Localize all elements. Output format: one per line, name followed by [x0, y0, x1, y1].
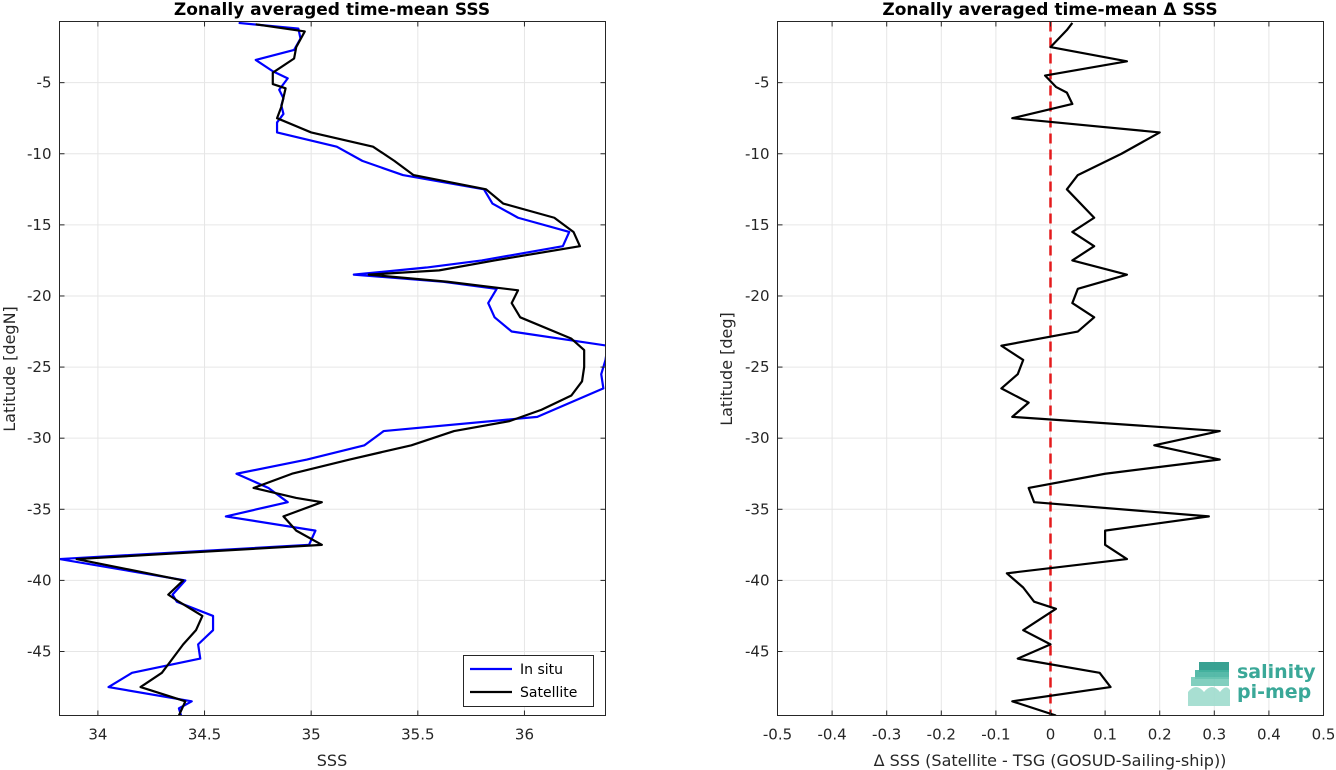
right-x-axis-label: Δ SSS (Satellite - TSG (GOSUD-Sailing-sh…	[874, 751, 1227, 770]
y-tick-label: -40	[745, 571, 770, 589]
x-tick-label: -0.1	[981, 726, 1010, 744]
x-tick-label: -0.2	[927, 726, 956, 744]
logo-line-2: pi-mep	[1237, 681, 1311, 703]
x-tick-label: 36	[515, 726, 534, 744]
x-tick-label: 0.2	[1148, 726, 1172, 744]
y-tick-label: -20	[745, 287, 770, 305]
logo-line-1: salinity	[1237, 661, 1316, 683]
x-tick-label: 0.5	[1312, 726, 1336, 744]
x-tick-label: 0.3	[1202, 726, 1226, 744]
left-chart: Zonally averaged time-mean SSS 34 34.5 35 3…	[0, 0, 606, 770]
y-tick-label: -5	[37, 74, 52, 92]
x-tick-label: -0.5	[763, 726, 792, 744]
right-y-axis-label: Latitude [deg]	[717, 312, 736, 426]
y-tick-label: -35	[27, 500, 52, 518]
left-grid	[59, 21, 606, 716]
wave-stack-icon	[1188, 662, 1230, 706]
y-tick-label: -40	[27, 571, 52, 589]
salinity-pi-mep-logo: salinity pi-mep	[1188, 661, 1316, 706]
y-tick-label: -15	[27, 216, 52, 234]
x-tick-label: 34.5	[188, 726, 221, 744]
x-tick-label: 0.1	[1093, 726, 1117, 744]
left-x-axis-label: SSS	[317, 751, 347, 770]
x-tick-label: -0.3	[872, 726, 901, 744]
left-ticks: 34 34.5 35 35.5 36 -5 -10 -15 -20 -25 -30 -35 -40 -45	[27, 21, 606, 744]
right-chart-title: Zonally averaged time-mean Δ SSS	[882, 0, 1217, 20]
legend: In situ Satellite	[463, 655, 594, 707]
y-tick-label: -35	[745, 500, 770, 518]
series-line-satellite	[75, 23, 586, 716]
y-tick-label: -30	[745, 429, 770, 447]
series-line-in-situ	[59, 21, 606, 716]
left-axes-frame	[59, 21, 606, 716]
left-series	[59, 21, 606, 716]
y-tick-label: -20	[27, 287, 52, 305]
right-series	[1000, 21, 1221, 716]
legend-label-in-situ: In situ	[520, 662, 563, 678]
y-tick-label: -25	[745, 358, 770, 376]
y-tick-label: -25	[27, 358, 52, 376]
right-ticks: -0.5 -0.4 -0.3 -0.2 -0.1 0 0.1 0.2 0.3 0.4 0.5 -5 -1…	[745, 21, 1336, 744]
left-y-axis-label: Latitude [degN]	[0, 306, 19, 432]
y-tick-label: -45	[27, 643, 52, 661]
x-tick-label: -0.4	[817, 726, 846, 744]
y-tick-label: -30	[27, 429, 52, 447]
right-chart: Zonally averaged time-mean Δ SSS -0.5 -0.…	[717, 0, 1335, 770]
left-chart-title: Zonally averaged time-mean SSS	[174, 0, 490, 20]
legend-label-satellite: Satellite	[520, 685, 577, 701]
legend-box	[463, 655, 594, 707]
y-tick-label: -15	[745, 216, 770, 234]
x-tick-label: 35.5	[401, 726, 434, 744]
y-tick-label: -10	[27, 145, 52, 163]
x-tick-label: 35	[302, 726, 321, 744]
series-line-delta-sss	[1000, 22, 1221, 716]
y-tick-label: -5	[755, 74, 770, 92]
x-tick-label: 34	[88, 726, 107, 744]
y-tick-label: -45	[745, 643, 770, 661]
x-tick-label: 0	[1046, 726, 1056, 744]
y-tick-label: -10	[745, 145, 770, 163]
x-tick-label: 0.4	[1257, 726, 1281, 744]
